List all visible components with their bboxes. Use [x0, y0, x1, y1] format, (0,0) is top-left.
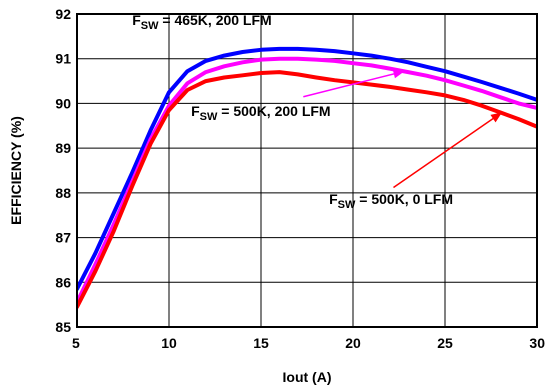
series-annotation: FSW = 465K, 200 LFM	[132, 12, 272, 32]
series-line-2	[77, 56, 537, 305]
x-tick-label: 10	[161, 335, 177, 351]
x-tick-label: 25	[437, 335, 453, 351]
annotation-symbol: F	[132, 12, 141, 28]
annotation-subscript: SW	[200, 111, 218, 123]
x-axis-title: Iout (A)	[283, 369, 332, 385]
y-tick-label: 86	[55, 274, 71, 290]
series-annotation: FSW = 500K, 0 LFM	[329, 191, 453, 211]
y-tick-label: 87	[55, 230, 71, 246]
plot-frame	[76, 13, 538, 328]
annotation-arrowhead	[490, 112, 503, 123]
annotation-subscript: SW	[338, 199, 356, 211]
x-tick-label: 30	[529, 335, 545, 351]
annotation-subscript: SW	[141, 20, 159, 32]
annotation-symbol: F	[329, 191, 338, 207]
y-tick-label: 88	[55, 185, 71, 201]
annotation-symbol: F	[191, 103, 200, 119]
y-tick-label: 89	[55, 140, 71, 156]
x-tick-label: 20	[345, 335, 361, 351]
x-tick-label: 15	[253, 335, 269, 351]
annotation-text: = 500K, 200 LFM	[217, 103, 330, 119]
series-line-3	[77, 70, 537, 309]
y-tick-label: 85	[55, 319, 71, 335]
series-line-1	[77, 46, 537, 291]
x-tick-label: 5	[72, 335, 80, 351]
annotation-text: = 500K, 0 LFM	[355, 191, 453, 207]
annotation-arrow-line	[303, 70, 405, 98]
annotation-arrowhead	[392, 69, 405, 79]
y-tick-label: 91	[55, 51, 71, 67]
series-layer	[77, 46, 537, 309]
annotation-text: = 465K, 200 LFM	[158, 12, 271, 28]
annotation-arrow-line	[393, 111, 503, 189]
series-annotation: FSW = 500K, 200 LFM	[191, 103, 331, 123]
y-tick-label: 90	[55, 95, 71, 111]
ticks-layer: 5 10 15 20 25 30 85 86 87 88 89 90 91 92	[55, 6, 545, 351]
y-axis-title: EFFICIENCY (%)	[8, 116, 24, 225]
arrows-layer	[303, 69, 503, 189]
y-tick-label: 92	[55, 6, 71, 22]
